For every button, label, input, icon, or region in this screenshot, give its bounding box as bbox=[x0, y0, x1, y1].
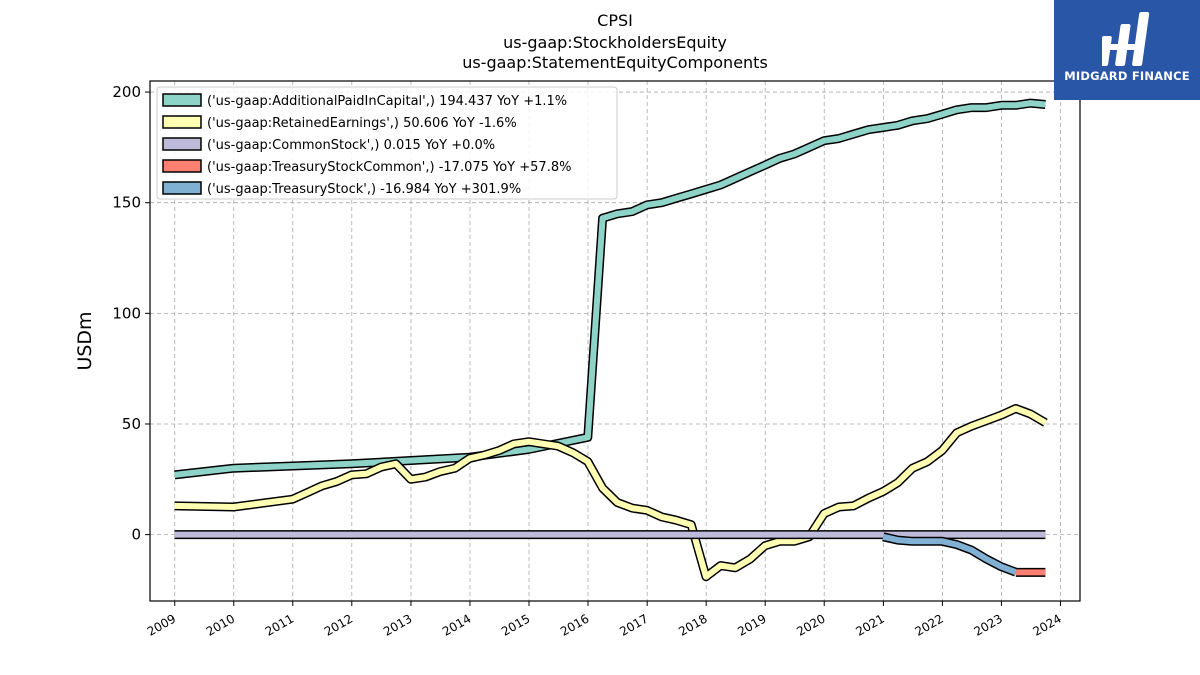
y-tick-label: 150 bbox=[112, 194, 141, 212]
axes-frame bbox=[149, 80, 1081, 602]
y-tick-label: 200 bbox=[112, 83, 141, 101]
chart-title-line-2: us-gaap:StockholdersEquity bbox=[503, 33, 727, 52]
x-tick-label: 2021 bbox=[853, 611, 886, 638]
brand-logo-text: MIDGARD FINANCE bbox=[1064, 69, 1190, 83]
y-tick-label: 50 bbox=[122, 415, 141, 433]
y-tick-label: 100 bbox=[112, 304, 141, 322]
legend-entry-label: ('us-gaap:AdditionalPaidInCapital',) 194… bbox=[207, 94, 567, 109]
series-line-core bbox=[174, 405, 1047, 580]
x-tick-label: 2024 bbox=[1030, 611, 1063, 638]
x-tick-label: 2010 bbox=[204, 611, 237, 638]
plot-area bbox=[174, 98, 1048, 582]
y-axis-ticks: 0 50 100 150 200 bbox=[112, 83, 150, 544]
x-tick-label: 2011 bbox=[263, 611, 296, 638]
chart-title-line-1: CPSI bbox=[597, 11, 633, 30]
brand-logo: MIDGARD FINANCE bbox=[1054, 0, 1200, 100]
x-tick-label: 2022 bbox=[912, 611, 945, 638]
x-tick-label: 2015 bbox=[499, 611, 532, 638]
legend-frame bbox=[156, 86, 618, 200]
x-tick-label: 2023 bbox=[971, 611, 1004, 638]
series-line-4 bbox=[882, 532, 1018, 577]
x-tick-label: 2016 bbox=[558, 611, 591, 638]
chart-title: CPSI us-gaap:StockholdersEquity us-gaap:… bbox=[462, 11, 768, 72]
legend-entry-label: ('us-gaap:TreasuryStockCommon',) -17.075… bbox=[207, 160, 571, 175]
legend: ('us-gaap:AdditionalPaidInCapital',) 194… bbox=[156, 86, 618, 200]
legend-swatch bbox=[162, 115, 202, 129]
chart-title-line-3: us-gaap:StatementEquityComponents bbox=[462, 53, 768, 72]
x-tick-label: 2009 bbox=[145, 611, 178, 638]
series-line-1 bbox=[174, 404, 1048, 582]
y-axis-label: USDm bbox=[74, 311, 96, 370]
legend-entry-label: ('us-gaap:CommonStock',) 0.015 YoY +0.0% bbox=[207, 138, 495, 153]
x-tick-label: 2018 bbox=[676, 611, 709, 638]
x-tick-label: 2020 bbox=[794, 611, 827, 638]
x-tick-label: 2017 bbox=[617, 611, 650, 638]
brand-logo-mark bbox=[1102, 12, 1150, 66]
x-tick-label: 2012 bbox=[322, 611, 355, 638]
legend-swatch bbox=[162, 181, 202, 195]
legend-swatch bbox=[162, 93, 202, 107]
series-line-core bbox=[882, 533, 1017, 576]
y-tick-label: 0 bbox=[131, 526, 141, 544]
legend-entry-label: ('us-gaap:TreasuryStock',) -16.984 YoY +… bbox=[207, 182, 521, 197]
x-axis-ticks: 2009 2010 2011 2012 2013 2014 2015 2016 2017 2018… bbox=[145, 601, 1064, 639]
legend-entry-label: ('us-gaap:RetainedEarnings',) 50.606 YoY… bbox=[207, 116, 517, 131]
legend-swatch bbox=[162, 159, 202, 173]
x-tick-label: 2014 bbox=[440, 611, 473, 638]
legend-swatch bbox=[162, 137, 202, 151]
x-tick-label: 2019 bbox=[735, 611, 768, 638]
x-tick-label: 2013 bbox=[381, 611, 414, 638]
